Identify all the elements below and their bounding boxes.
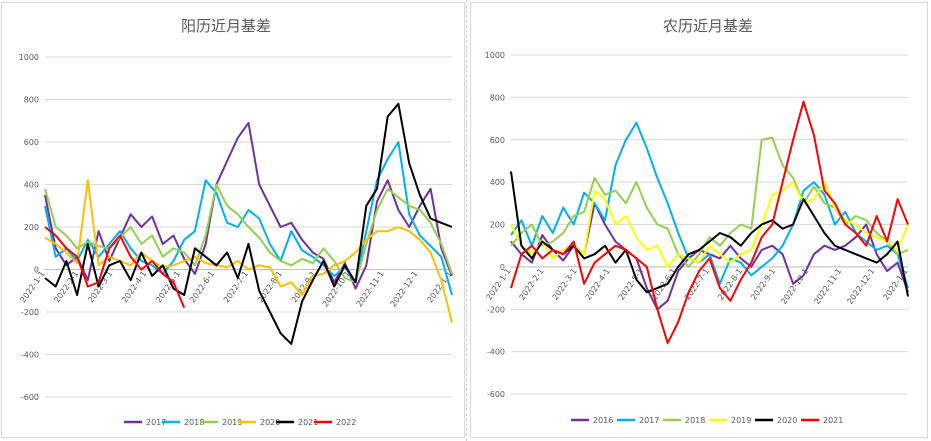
x-tick-label: 2022-12-1 — [389, 269, 420, 308]
y-tick-label: 800 — [490, 93, 505, 102]
chart-gregorian-svg: 阳历近月基差 1000 800 600 400 200 0 -200 -400 -600 2022-… — [18, 17, 453, 427]
y-tick-label: -200 — [487, 305, 505, 314]
legend-label: 2019 — [731, 416, 751, 425]
legend-label: 2018 — [184, 418, 204, 427]
panel-divider — [466, 0, 468, 441]
legend-label: 2017 — [146, 418, 166, 427]
x-tick-label: 2022-4-1 — [120, 269, 148, 304]
x-tick-label: 2022-9-1 — [749, 267, 777, 302]
y-tick-label: -600 — [21, 393, 39, 402]
chart-title: 农历近月基差 — [663, 17, 753, 35]
y-tick-label: -600 — [487, 390, 505, 399]
legend-item-2016: 2016 — [571, 416, 613, 425]
x-tick-label: 2022-11-1 — [812, 267, 843, 306]
legend-item-2017: 2017 — [124, 418, 166, 427]
y-tick-label: 1000 — [19, 53, 39, 62]
x-tick-label: 2022-11-1 — [355, 269, 386, 308]
legend-label: 2016 — [593, 416, 613, 425]
series-line-2017 — [44, 121, 453, 290]
legend-label: 2018 — [685, 416, 705, 425]
x-tick-label: 2022-1-1 — [484, 267, 512, 302]
legend-item-2022: 2022 — [314, 418, 356, 427]
series-line-2017 — [510, 121, 909, 289]
legend-label: 2017 — [639, 416, 659, 425]
chart-panel-lunar: 农历近月基差 1000 800 600 400 200 0 -200 -400 -600 2022-… — [470, 2, 928, 438]
legend-item-2020: 2020 — [238, 418, 280, 427]
y-tick-label: -200 — [21, 308, 39, 317]
y-tick-label: 600 — [24, 138, 39, 147]
legend-item-2021: 2021 — [801, 416, 843, 425]
legend-label: 2022 — [336, 418, 356, 427]
legend-label: 2021 — [298, 418, 318, 427]
legend-item-2018: 2018 — [162, 418, 204, 427]
legend-label: 2021 — [823, 416, 843, 425]
legend-item-2017: 2017 — [617, 416, 659, 425]
chart-title: 阳历近月基差 — [181, 17, 271, 35]
x-tick-label: 2022-6-1 — [188, 269, 216, 304]
y-tick-label: 200 — [24, 223, 39, 232]
series-line-2021 — [44, 102, 453, 345]
legend-label: 2020 — [260, 418, 280, 427]
legend-item-2020: 2020 — [755, 416, 797, 425]
series-line-2022 — [44, 226, 186, 309]
series-line-2021 — [510, 100, 909, 345]
chart-lunar-svg: 农历近月基差 1000 800 600 400 200 0 -200 -400 -600 2022-… — [484, 17, 909, 425]
y-tick-label: 600 — [490, 136, 505, 145]
x-tick-label: 2022-1-1 — [18, 269, 46, 304]
legend-item-2019: 2019 — [200, 418, 242, 427]
series-line-2020 — [510, 171, 909, 297]
x-tick-label: 2022-12-1 — [845, 267, 876, 306]
series-line-2020 — [44, 179, 453, 323]
y-tick-label: -400 — [487, 348, 505, 357]
legend-item-2021: 2021 — [276, 418, 318, 427]
y-tick-label: 0 — [500, 263, 505, 272]
legend-label: 2020 — [777, 416, 797, 425]
legend-item-2018: 2018 — [663, 416, 705, 425]
y-tick-label: 400 — [24, 181, 39, 190]
y-tick-label: 1000 — [485, 51, 505, 60]
y-tick-label: 800 — [24, 96, 39, 105]
chart-panel-gregorian: 阳历近月基差 1000 800 600 400 200 0 -200 -400 -600 2022-… — [1, 2, 465, 438]
x-tick-label: 2022-2-1 — [518, 267, 546, 302]
legend-item-2019: 2019 — [709, 416, 751, 425]
series-line-2018 — [44, 141, 453, 296]
x-tick-label: 2022-4-1 — [584, 267, 612, 302]
y-tick-label: 200 — [490, 221, 505, 230]
y-tick-label: -400 — [21, 351, 39, 360]
y-tick-label: 400 — [490, 178, 505, 187]
x-tick-label: 2022-3-1 — [551, 267, 579, 302]
series-line-2019 — [44, 183, 453, 284]
legend-label: 2019 — [222, 418, 242, 427]
y-tick-label: 0 — [34, 266, 39, 275]
